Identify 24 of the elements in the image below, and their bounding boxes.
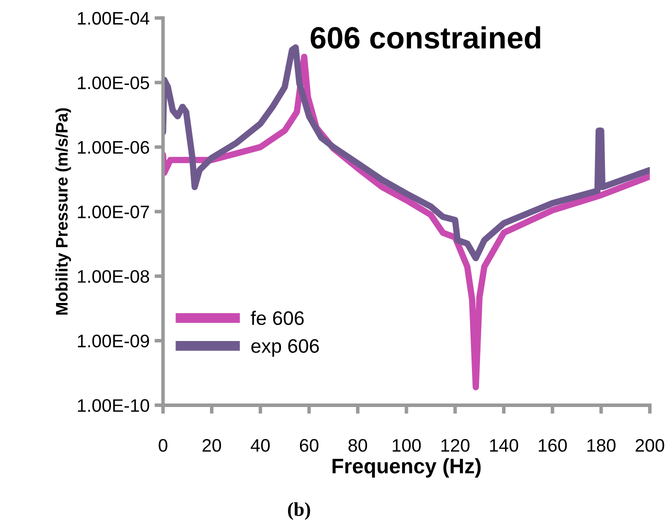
y-tick-label: 1.00E-04 <box>78 12 150 25</box>
text: (b) <box>288 502 310 520</box>
y-tick-label: 1.00E-06 <box>78 140 150 154</box>
x-tick-label: 40 <box>250 439 270 452</box>
legend-label: exp 606 <box>251 339 319 357</box>
y-tick-label: 1.00E-05 <box>78 76 150 90</box>
y-axis-title: Mobility Pressure (m/s/Pa) <box>55 108 72 315</box>
legend-label: fe 606 <box>250 310 304 326</box>
chart-title: 606 constrained <box>310 26 540 49</box>
x-tick-label: 160 <box>538 439 567 452</box>
x-axis-title: Frequency (Hz) <box>332 458 481 478</box>
y-tick-label: 1.00E-09 <box>78 334 149 348</box>
x-tick-label: 100 <box>392 439 421 452</box>
x-tick-label: 200 <box>636 439 664 452</box>
x-tick-label: 180 <box>587 439 616 452</box>
y-tick-label: 1.00E-10 <box>78 399 150 412</box>
x-tick-label: 20 <box>202 439 222 452</box>
x-tick-label: 120 <box>441 439 470 452</box>
x-tick-label: 60 <box>300 439 318 452</box>
y-tick-label: 1.00E-07 <box>78 206 149 218</box>
x-tick-label: 0 <box>158 439 168 452</box>
y-tick-label: 1.00E-08 <box>78 270 150 283</box>
x-tick-label: 80 <box>348 439 368 452</box>
x-tick-label: 140 <box>490 439 518 452</box>
